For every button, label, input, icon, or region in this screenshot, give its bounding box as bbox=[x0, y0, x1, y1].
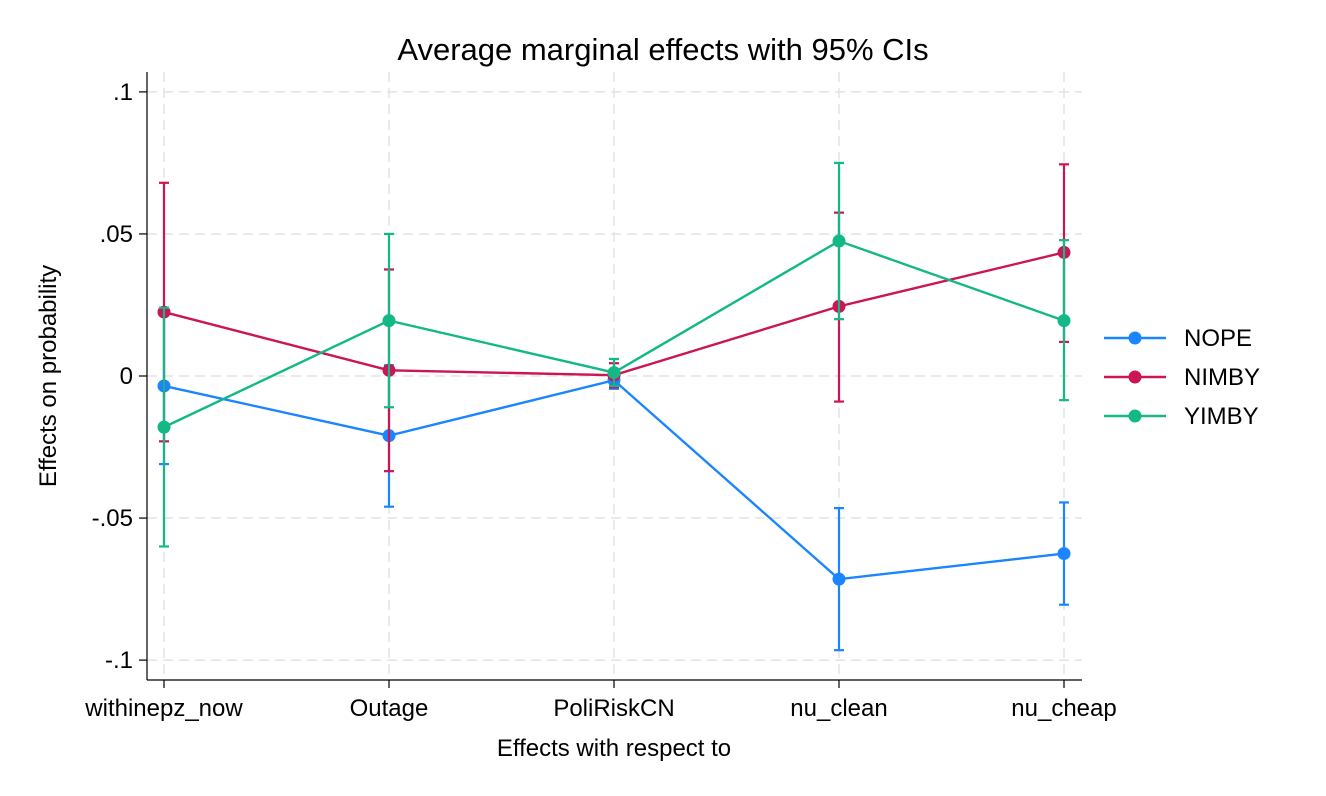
y-tick-label-3: -.05 bbox=[92, 505, 133, 532]
y-tick-label-0: .1 bbox=[113, 79, 133, 106]
chart-title: Average marginal effects with 95% CIs bbox=[397, 32, 928, 67]
legend-label-yimby: YIMBY bbox=[1184, 403, 1259, 430]
x-axis-title: Effects with respect to bbox=[497, 735, 731, 762]
y-tick-label-4: -.1 bbox=[105, 647, 133, 674]
point-nope-4 bbox=[1057, 547, 1071, 561]
legend-marker-nimby bbox=[1128, 370, 1142, 384]
legend-marker-yimby bbox=[1128, 409, 1142, 423]
x-tick-label-0: withinepz_now bbox=[84, 695, 243, 722]
point-yimby-3 bbox=[832, 234, 846, 248]
x-tick-label-1: Outage bbox=[350, 695, 429, 722]
y-tick-label-1: .05 bbox=[100, 221, 133, 248]
legend-label-nope: NOPE bbox=[1184, 325, 1252, 352]
series-yimby bbox=[157, 161, 1071, 548]
legend-item-nope: NOPE bbox=[1104, 325, 1252, 352]
point-yimby-1 bbox=[382, 314, 396, 328]
legend: NOPE NIMBY YIMBY bbox=[1104, 325, 1260, 430]
legend-label-nimby: NIMBY bbox=[1184, 364, 1260, 391]
y-axis-title: Effects on probability bbox=[35, 265, 62, 487]
y-tick-label-2: 0 bbox=[120, 363, 133, 390]
tick-labels: .1 .05 0 -.05 -.1 withinepz_now Outage PoliRisk… bbox=[84, 79, 1116, 722]
point-yimby-0 bbox=[157, 420, 171, 434]
legend-item-nimby: NIMBY bbox=[1104, 364, 1260, 391]
legend-item-yimby: YIMBY bbox=[1104, 403, 1259, 430]
x-tick-label-3: nu_clean bbox=[790, 695, 887, 722]
x-tick-label-2: PoliRiskCN bbox=[553, 695, 674, 722]
legend-marker-nope bbox=[1128, 331, 1142, 345]
point-yimby-2 bbox=[607, 366, 621, 380]
point-yimby-4 bbox=[1057, 314, 1071, 328]
series-plot bbox=[157, 161, 1071, 652]
point-nope-3 bbox=[832, 572, 846, 586]
x-tick-label-4: nu_cheap bbox=[1011, 695, 1116, 722]
